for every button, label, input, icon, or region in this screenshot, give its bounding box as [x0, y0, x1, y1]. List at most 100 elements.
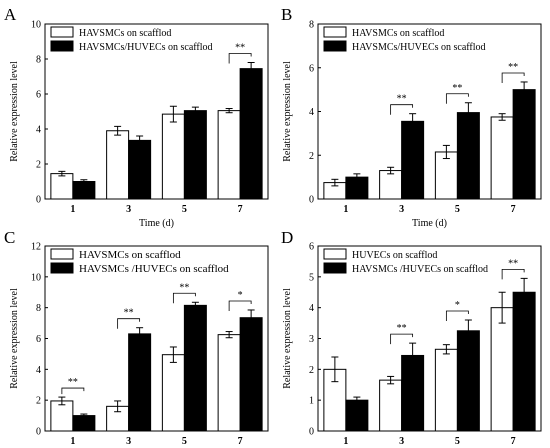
bar-series-1 [379, 170, 403, 200]
legend-label-1: HUVECs on scafflod [352, 250, 437, 261]
bar-series-2 [345, 399, 369, 432]
y-tick-label: 4 [309, 303, 314, 314]
significance-bracket [445, 93, 469, 104]
legend-swatch-1 [50, 26, 74, 38]
x-tick-label: 5 [455, 436, 460, 447]
bar-series-1 [490, 307, 514, 432]
legend-label-2: HAVSMCs/HUVECs on scafflod [352, 42, 486, 53]
x-tick-label: 3 [126, 204, 131, 215]
bar-series-2 [128, 139, 152, 200]
significance-bracket [501, 72, 525, 83]
legend-label-2: HAVSMCs /HUVECs on scafflod [352, 264, 488, 275]
y-tick-label: 6 [36, 90, 41, 101]
y-tick-label: 0 [309, 195, 314, 206]
bar-series-1 [50, 400, 74, 432]
legend-label-2: HAVSMCs/HUVECs on scafflod [79, 42, 213, 53]
y-tick-label: 4 [309, 107, 314, 118]
x-tick-label: 5 [182, 436, 187, 447]
y-tick-label: 8 [309, 20, 314, 31]
bar-series-2 [72, 181, 96, 200]
significance-label: ** [397, 94, 407, 105]
panel-label: D [281, 228, 293, 247]
bar-series-2 [183, 110, 207, 200]
y-tick-label: 3 [309, 334, 314, 345]
panel-label: B [281, 5, 292, 24]
bar-series-1 [490, 116, 514, 200]
legend-swatch-1 [323, 26, 347, 38]
x-tick-label: 1 [343, 204, 348, 215]
x-tick-label: 7 [238, 204, 243, 215]
bar-series-1 [161, 113, 185, 200]
significance-label: * [455, 300, 460, 311]
legend-swatch-2 [50, 262, 74, 274]
bar-series-2 [456, 112, 480, 200]
x-tick-label: 3 [399, 436, 404, 447]
bar-series-2 [183, 304, 207, 432]
y-tick-label: 2 [309, 151, 314, 162]
y-tick-label: 10 [31, 20, 41, 31]
y-tick-label: 2 [36, 396, 41, 407]
bar-series-2 [512, 291, 536, 432]
legend-label-2: HAVSMCs /HUVECs on scafflod [79, 263, 229, 275]
significance-label: ** [179, 282, 189, 293]
x-axis-label: Time (d) [139, 218, 174, 229]
bar-series-2 [239, 317, 263, 432]
bar-series-2 [72, 415, 96, 432]
y-axis-label: Relative expression level [282, 61, 293, 162]
significance-label: ** [508, 258, 518, 269]
bar-series-1 [217, 110, 241, 200]
panel-label: A [4, 5, 17, 24]
bar-series-2 [401, 120, 425, 200]
significance-label: ** [235, 43, 245, 54]
x-tick-label: 7 [238, 436, 243, 447]
x-tick-label: 3 [126, 436, 131, 447]
y-tick-label: 0 [309, 427, 314, 438]
y-tick-label: 4 [36, 125, 41, 136]
chart-panel-b: B 0 2 4 6 8 Relative expression level Time (d) 1… [281, 5, 542, 229]
significance-label: * [238, 290, 243, 301]
bar-series-1 [50, 173, 74, 200]
y-tick-label: 6 [36, 334, 41, 345]
y-tick-label: 1 [309, 396, 314, 407]
y-tick-label: 6 [309, 242, 314, 253]
y-tick-label: 5 [309, 272, 314, 283]
chart-panel-a: A 0 2 4 6 8 10 Relative expression level Time (d… [4, 5, 269, 229]
bar-series-1 [161, 354, 185, 432]
x-tick-label: 3 [399, 204, 404, 215]
y-tick-label: 6 [309, 63, 314, 74]
significance-bracket [61, 387, 85, 395]
y-tick-label: 12 [31, 242, 41, 253]
x-tick-label: 5 [182, 204, 187, 215]
bar-series-2 [456, 330, 480, 432]
significance-bracket [445, 310, 469, 321]
legend-label-1: HAVSMCs on scafflod [352, 28, 444, 39]
legend-swatch-1 [323, 248, 347, 260]
legend-swatch-2 [50, 40, 74, 52]
bar-series-2 [128, 333, 152, 432]
x-tick-label: 1 [70, 436, 75, 447]
significance-label: ** [397, 323, 407, 334]
y-axis-label: Relative expression level [9, 61, 20, 162]
significance-bracket [117, 318, 141, 329]
y-tick-label: 2 [36, 160, 41, 171]
panel-label: C [4, 228, 15, 247]
y-tick-label: 8 [36, 55, 41, 66]
significance-bracket [390, 333, 414, 345]
x-tick-label: 7 [511, 436, 516, 447]
legend-label-1: HAVSMCs on scafflod [79, 28, 171, 39]
bar-series-1 [434, 348, 458, 432]
y-axis-label: Relative expression level [9, 288, 20, 389]
legend-swatch-1 [50, 248, 74, 260]
y-tick-label: 4 [36, 365, 41, 376]
legend-label-1: HAVSMCs on scafflod [79, 249, 181, 261]
significance-label: ** [68, 377, 78, 388]
significance-bracket [501, 268, 525, 280]
bar-series-2 [512, 89, 536, 200]
significance-bracket [228, 53, 252, 64]
significance-bracket [228, 300, 252, 311]
x-tick-label: 7 [511, 204, 516, 215]
y-tick-label: 0 [36, 195, 41, 206]
